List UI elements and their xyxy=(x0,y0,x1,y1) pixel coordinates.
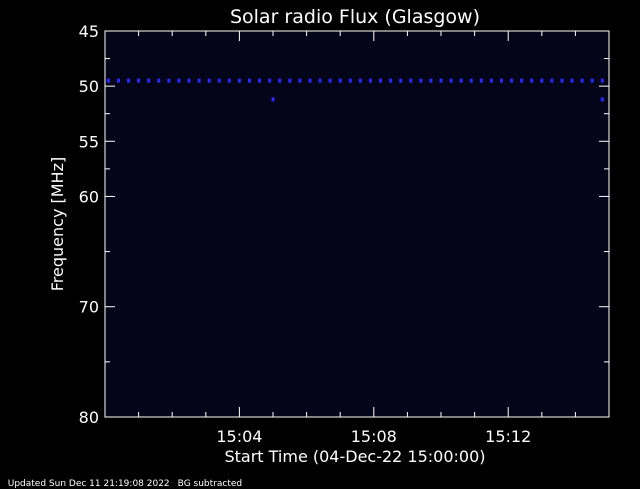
signal-point-0-41 xyxy=(520,78,524,83)
signal-point-0-31 xyxy=(419,78,423,83)
signal-point-0-42 xyxy=(530,78,534,83)
chart-title: Solar radio Flux (Glasgow) xyxy=(230,6,480,28)
signal-point-0-47 xyxy=(580,78,584,83)
signal-point-0-0 xyxy=(106,78,110,83)
signal-point-0-43 xyxy=(540,78,544,83)
signal-point-0-16 xyxy=(268,78,272,83)
signal-point-0-15 xyxy=(258,78,262,83)
signal-point-0-24 xyxy=(348,78,352,83)
signal-point-0-14 xyxy=(247,78,251,83)
signal-point-0-28 xyxy=(389,78,393,83)
signal-point-1-1 xyxy=(600,97,604,102)
signal-point-0-22 xyxy=(328,78,332,83)
signal-point-0-44 xyxy=(550,78,554,83)
y-tick-label: 60 xyxy=(79,187,99,206)
signal-point-0-23 xyxy=(338,78,342,83)
signal-point-0-7 xyxy=(177,78,181,83)
signal-point-0-39 xyxy=(499,78,503,83)
signal-point-0-12 xyxy=(227,78,231,83)
signal-point-0-9 xyxy=(197,78,201,83)
y-tick-label: 50 xyxy=(79,77,99,96)
signal-point-0-29 xyxy=(399,78,403,83)
signal-point-0-13 xyxy=(237,78,241,83)
signal-point-0-27 xyxy=(379,78,383,83)
signal-point-0-46 xyxy=(570,78,574,83)
y-tick-label: 80 xyxy=(79,408,99,427)
bg-subtracted-note: BG subtracted xyxy=(177,479,243,489)
signal-point-0-5 xyxy=(157,78,161,83)
signal-point-0-26 xyxy=(368,78,372,83)
signal-point-0-21 xyxy=(318,78,322,83)
signal-point-0-40 xyxy=(510,78,514,83)
y-tick-label: 55 xyxy=(79,132,99,151)
signal-point-0-33 xyxy=(439,78,443,83)
plot-frame xyxy=(104,30,610,418)
signal-point-0-8 xyxy=(187,78,191,83)
signal-point-0-34 xyxy=(449,78,453,83)
signal-point-0-19 xyxy=(298,78,302,83)
x-axis-label: Start Time (04-Dec-22 15:00:00) xyxy=(224,447,485,466)
signal-point-0-32 xyxy=(429,78,433,83)
signal-point-0-11 xyxy=(217,78,221,83)
signal-point-0-3 xyxy=(137,78,141,83)
signal-point-0-36 xyxy=(469,78,473,83)
signal-point-0-10 xyxy=(207,78,211,83)
signal-point-0-4 xyxy=(147,78,151,83)
x-tick-label: 15:08 xyxy=(351,427,397,446)
signal-point-1-0 xyxy=(271,97,275,102)
y-tick-label: 70 xyxy=(79,298,99,317)
y-axis-label: Frequency [MHz] xyxy=(48,157,67,291)
signal-point-0-35 xyxy=(459,78,463,83)
signal-point-0-2 xyxy=(127,78,131,83)
axes: 45 50 55 60 70 80 15:04 15:08 15:12 xyxy=(79,22,609,446)
updated-timestamp: Updated Sun Dec 11 21:19:08 2022 xyxy=(7,479,170,489)
signal-point-0-18 xyxy=(288,78,292,83)
signal-point-0-1 xyxy=(116,78,120,83)
signal-point-0-48 xyxy=(590,78,594,83)
signal-point-0-45 xyxy=(560,78,564,83)
footer: Updated Sun Dec 11 21:19:08 2022 BG subtr… xyxy=(2,469,250,489)
signal-point-0-25 xyxy=(358,78,362,83)
signal-dots xyxy=(106,78,604,102)
x-tick-label: 15:12 xyxy=(485,427,531,446)
signal-point-0-37 xyxy=(479,78,483,83)
x-tick-label: 15:04 xyxy=(216,427,262,446)
signal-point-0-38 xyxy=(489,78,493,83)
y-tick-label: 45 xyxy=(79,22,99,41)
plot-area xyxy=(105,31,609,417)
signal-point-0-30 xyxy=(409,78,413,83)
signal-point-0-49 xyxy=(600,78,604,83)
signal-point-0-6 xyxy=(167,78,171,83)
signal-point-0-17 xyxy=(278,78,282,83)
signal-point-0-20 xyxy=(308,78,312,83)
